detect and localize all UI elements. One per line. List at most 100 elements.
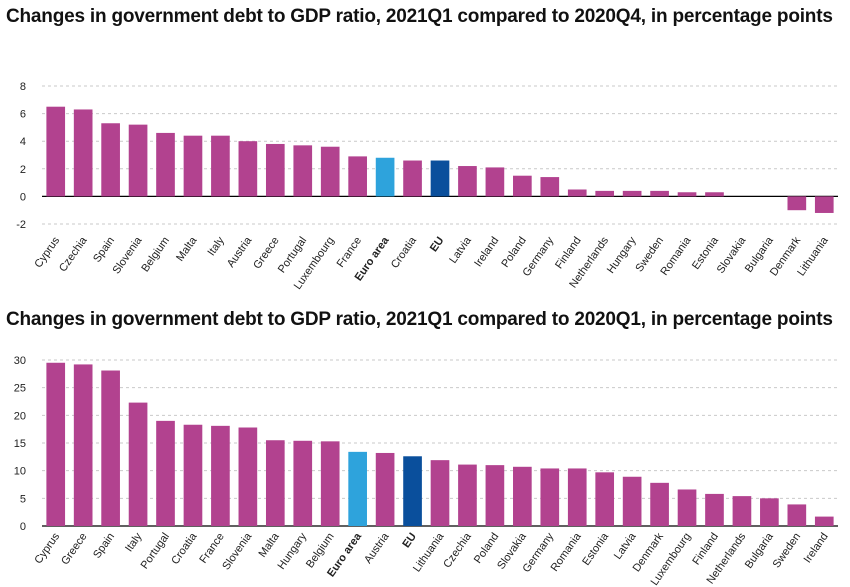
bar-czechia xyxy=(458,464,477,526)
category-label: Hungary xyxy=(605,234,639,275)
category-label: Latvia xyxy=(612,530,639,562)
category-label: Spain xyxy=(91,235,117,265)
y-tick-label: 6 xyxy=(20,109,26,121)
bar-greece xyxy=(73,364,93,526)
category-label: Ireland xyxy=(472,235,501,269)
y-tick-label: 0 xyxy=(20,521,26,533)
category-label: Slovenia xyxy=(220,530,255,572)
bar-italy xyxy=(128,402,148,526)
category-label: Hungary xyxy=(276,530,310,571)
bar-estonia xyxy=(595,472,615,526)
category-label: Croatia xyxy=(169,530,200,567)
category-label: Slovenia xyxy=(110,234,145,276)
bar-slovenia xyxy=(238,427,258,526)
bar-netherlands xyxy=(595,190,615,197)
category-label: Malta xyxy=(174,234,200,264)
category-label: Poland xyxy=(499,235,528,270)
y-tick-label: 2 xyxy=(20,164,26,176)
category-label: Portugal xyxy=(139,531,172,571)
chart-title-quarterly: Changes in government debt to GDP ratio,… xyxy=(6,6,833,27)
bar-spain xyxy=(101,123,120,197)
bar-italy xyxy=(211,135,230,197)
category-label: Italy xyxy=(205,234,227,258)
bar-malta xyxy=(183,135,203,197)
y-tick-label: 20 xyxy=(14,410,26,422)
category-label: Estonia xyxy=(580,530,611,568)
bar-hungary xyxy=(622,190,642,197)
bar-luxembourg xyxy=(320,146,340,197)
bar-finland xyxy=(567,189,587,197)
bar-romania xyxy=(677,192,697,197)
bar-austria xyxy=(375,452,395,526)
bar-sweden xyxy=(787,504,807,526)
bar-romania xyxy=(567,468,587,526)
bar-france xyxy=(211,425,230,526)
category-label: Austria xyxy=(362,530,392,566)
bar-belgium xyxy=(156,132,175,197)
category-label: Latvia xyxy=(447,234,474,266)
category-label: Czechia xyxy=(441,530,474,570)
y-tick-label: 30 xyxy=(14,355,26,367)
bar-croatia xyxy=(403,160,422,197)
bar-portugal xyxy=(156,420,175,526)
bar-eu xyxy=(403,456,422,526)
bar-austria xyxy=(238,141,258,197)
bar-malta xyxy=(265,440,285,526)
bar-euro-area xyxy=(375,157,395,197)
bar-estonia xyxy=(705,192,724,197)
category-label: France xyxy=(197,531,226,566)
bar-cyprus xyxy=(46,106,66,197)
bar-eu xyxy=(430,160,450,197)
category-label: France xyxy=(335,235,364,270)
bar-hungary xyxy=(293,440,313,526)
category-label: Poland xyxy=(472,531,501,566)
bar-czechia xyxy=(73,109,93,197)
bar-belgium xyxy=(320,441,340,526)
bar-denmark xyxy=(650,482,669,526)
category-label: Cyprus xyxy=(32,530,62,566)
bar-croatia xyxy=(183,424,203,526)
category-label: Spain xyxy=(91,531,117,561)
bar-ireland xyxy=(485,167,505,197)
bar-poland xyxy=(485,465,505,526)
bar-slovakia xyxy=(513,466,532,526)
bar-france xyxy=(348,156,367,197)
category-label: Greece xyxy=(59,531,90,567)
y-tick-label: 8 xyxy=(20,81,26,93)
bar-cyprus xyxy=(46,362,66,526)
bar-sweden xyxy=(650,190,669,197)
bar-germany xyxy=(540,468,560,526)
bar-netherlands xyxy=(732,496,752,526)
y-tick-label: 10 xyxy=(14,466,26,478)
bar-lithuania xyxy=(814,196,834,213)
bar-euro-area xyxy=(348,451,367,526)
bar-greece xyxy=(265,143,285,197)
y-tick-label: 15 xyxy=(14,438,26,450)
bar-denmark xyxy=(787,196,807,211)
y-tick-label: 5 xyxy=(20,493,26,505)
bar-portugal xyxy=(293,145,313,197)
bar-latvia xyxy=(458,166,477,197)
bar-poland xyxy=(513,175,532,197)
bar-spain xyxy=(101,370,120,526)
bar-slovenia xyxy=(128,124,148,197)
category-label: Malta xyxy=(257,530,283,560)
category-label: Belgium xyxy=(139,235,172,274)
category-label: Sweden xyxy=(771,531,804,570)
category-label: EU xyxy=(400,531,419,550)
bar-lithuania xyxy=(430,460,450,526)
category-label: Czechia xyxy=(57,234,90,274)
bar-luxembourg xyxy=(677,489,697,526)
bar-latvia xyxy=(622,476,642,526)
bar-germany xyxy=(540,177,560,197)
chart-title-annual: Changes in government debt to GDP ratio,… xyxy=(6,309,833,330)
bar-bulgaria xyxy=(760,498,779,526)
category-label: Croatia xyxy=(389,234,420,271)
y-tick-label: -2 xyxy=(16,219,26,231)
y-tick-label: 0 xyxy=(20,191,26,203)
category-label: Italy xyxy=(123,530,145,554)
category-label: EU xyxy=(428,235,447,254)
bar-finland xyxy=(705,493,724,526)
bar-ireland xyxy=(814,516,834,526)
